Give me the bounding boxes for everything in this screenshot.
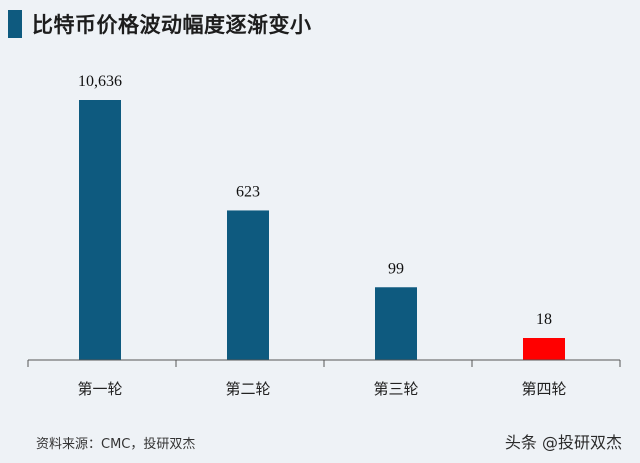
bar-4 bbox=[523, 338, 565, 360]
watermark: 头条 @投研双杰 bbox=[504, 433, 622, 452]
chart-title: 比特币价格波动幅度逐渐变小 bbox=[32, 13, 312, 37]
category-label-3: 第三轮 bbox=[373, 380, 418, 398]
data-label-3: 99 bbox=[388, 260, 404, 277]
source-note: 资料来源：CMC，投研双杰 bbox=[36, 437, 196, 452]
data-label-4: 18 bbox=[536, 311, 552, 328]
bar-1 bbox=[79, 100, 121, 360]
data-label-2: 623 bbox=[236, 183, 260, 200]
title-accent-bar bbox=[8, 10, 22, 38]
bar-2 bbox=[227, 210, 269, 360]
category-label-1: 第一轮 bbox=[77, 380, 122, 398]
data-label-1: 10,636 bbox=[78, 73, 122, 90]
category-label-4: 第四轮 bbox=[521, 380, 566, 398]
bar-3 bbox=[375, 287, 417, 360]
category-label-2: 第二轮 bbox=[225, 380, 270, 398]
